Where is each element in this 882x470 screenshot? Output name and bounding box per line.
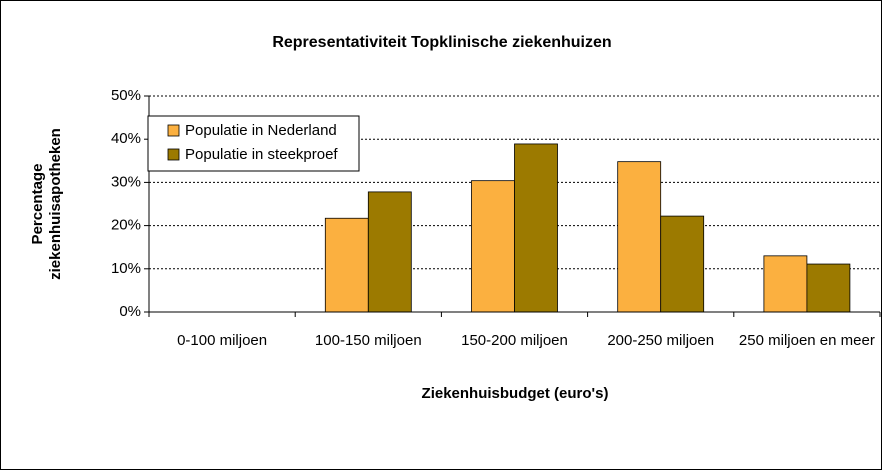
bar [514, 143, 558, 313]
y-tick-label: 50% [111, 87, 141, 104]
x-tick-label: 0-100 miljoen [177, 332, 268, 349]
y-tick-label: 40% [111, 130, 141, 147]
legend-label: Populatie in steekproef [185, 146, 338, 163]
x-tick-label: 100-150 miljoen [314, 332, 422, 349]
bar [367, 191, 412, 313]
bar [471, 180, 515, 313]
legend-label: Populatie in Nederland [185, 122, 337, 139]
y-tick-label: 30% [111, 173, 141, 190]
y-tick-label: 20% [111, 217, 141, 234]
legend-box [147, 115, 360, 172]
legend-swatch [167, 148, 180, 161]
bar [763, 255, 808, 313]
bar [617, 161, 662, 313]
y-tick-label: 10% [111, 260, 141, 277]
bar [660, 215, 705, 313]
chart-title: Representativiteit Topklinische ziekenhu… [272, 34, 611, 51]
x-tick-label: 200-250 miljoen [607, 332, 715, 349]
y-axis-label: Percentage ziekenhuisapotheken [29, 128, 64, 280]
x-tick-label: 150-200 miljoen [461, 332, 568, 349]
bar [324, 217, 369, 313]
x-axis-label: Ziekenhuisbudget (euro's) [422, 385, 609, 402]
bar [806, 263, 851, 313]
x-tick-label: 250 miljoen en meer [738, 332, 875, 349]
legend-swatch [167, 124, 180, 137]
y-tick-label: 0% [119, 303, 141, 320]
